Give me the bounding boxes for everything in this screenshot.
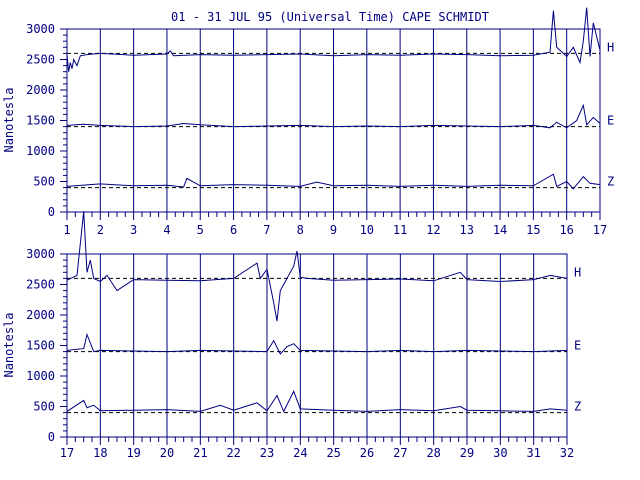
component-label-h: H	[607, 40, 614, 54]
y-tick-label: 2000	[26, 83, 55, 97]
series-line-h	[66, 7, 601, 72]
x-tick-label: 29	[460, 446, 474, 460]
x-tick-label: 27	[393, 446, 407, 460]
x-tick-label: 23	[260, 446, 274, 460]
y-axis-label: Nanotesla	[2, 87, 16, 152]
component-label-h: H	[574, 265, 581, 279]
y-tick-label: 1000	[26, 144, 55, 158]
y-tick-label: 0	[48, 430, 55, 444]
y-tick-label: 1500	[26, 114, 55, 128]
x-tick-label: 26	[360, 446, 374, 460]
series-line-z	[66, 390, 568, 413]
y-tick-label: 500	[33, 175, 55, 189]
x-tick-label: 15	[526, 223, 540, 237]
x-tick-label: 12	[426, 223, 440, 237]
y-tick-label: 1000	[26, 369, 55, 383]
x-tick-label: 22	[226, 446, 240, 460]
x-tick-label: 31	[526, 446, 540, 460]
x-tick-label: 3	[130, 223, 137, 237]
component-label-e: E	[574, 339, 581, 353]
x-tick-label: 18	[93, 446, 107, 460]
x-tick-label: 2	[97, 223, 104, 237]
x-tick-label: 10	[360, 223, 374, 237]
component-label-z: Z	[574, 400, 581, 414]
y-tick-label: 1500	[26, 339, 55, 353]
y-tick-label: 2500	[26, 278, 55, 292]
x-tick-label: 9	[330, 223, 337, 237]
x-tick-label: 11	[393, 223, 407, 237]
x-tick-label: 19	[126, 446, 140, 460]
y-tick-label: 2500	[26, 53, 55, 67]
series-line-z	[66, 173, 601, 190]
x-tick-label: 13	[460, 223, 474, 237]
series-line-e	[66, 103, 601, 129]
series-line-h	[66, 211, 568, 322]
x-tick-label: 28	[426, 446, 440, 460]
series-line-e	[66, 332, 568, 355]
y-tick-label: 3000	[26, 247, 55, 261]
x-tick-label: 30	[493, 446, 507, 460]
x-tick-label: 4	[163, 223, 170, 237]
x-tick-label: 32	[560, 446, 574, 460]
y-tick-label: 500	[33, 400, 55, 414]
chart-title: 01 - 31 JUL 95 (Universal Time) CAPE SCH…	[171, 10, 489, 24]
x-tick-label: 17	[60, 446, 74, 460]
y-tick-label: 0	[48, 205, 55, 219]
y-axis-label: Nanotesla	[2, 312, 16, 377]
x-tick-label: 1	[63, 223, 70, 237]
y-tick-label: 2000	[26, 308, 55, 322]
x-tick-label: 16	[559, 223, 573, 237]
x-tick-label: 5	[197, 223, 204, 237]
x-tick-label: 8	[297, 223, 304, 237]
x-tick-label: 17	[593, 223, 607, 237]
x-tick-label: 14	[493, 223, 507, 237]
component-label-e: E	[607, 114, 614, 128]
x-tick-label: 6	[230, 223, 237, 237]
y-tick-label: 3000	[26, 22, 55, 36]
x-tick-label: 24	[293, 446, 307, 460]
component-label-z: Z	[607, 175, 614, 189]
x-tick-label: 7	[263, 223, 270, 237]
x-tick-label: 20	[160, 446, 174, 460]
x-tick-label: 21	[193, 446, 207, 460]
x-tick-label: 25	[326, 446, 340, 460]
